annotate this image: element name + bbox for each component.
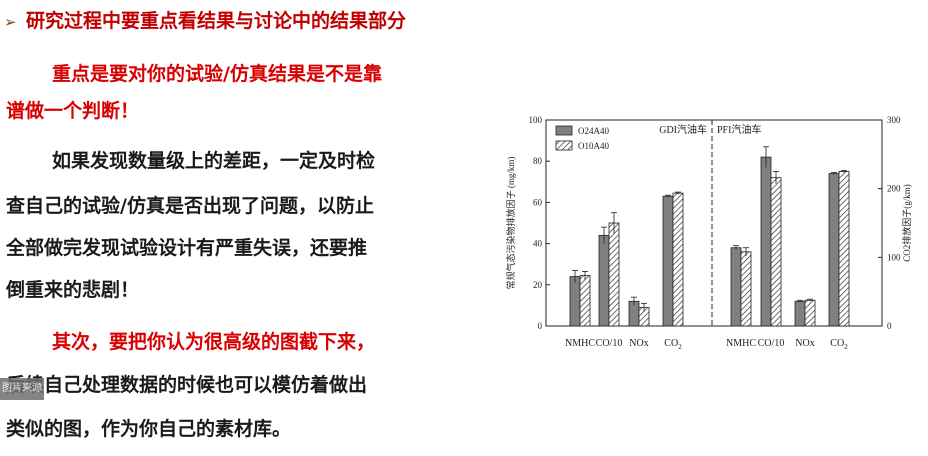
right-axis-title: CO2排放因子(g/km) bbox=[901, 184, 912, 262]
bar-O24A40 bbox=[828, 173, 840, 327]
paragraph-2-line-1: 如果发现数量级上的差距，一定及时检 bbox=[52, 150, 376, 172]
bar-O10A40 bbox=[804, 299, 816, 327]
category-label: NOx bbox=[629, 338, 648, 349]
right-tick-label: 200 bbox=[887, 184, 901, 194]
left-tick-label: 20 bbox=[533, 280, 543, 290]
bar-O10A40 bbox=[838, 171, 850, 327]
bar-O10A40 bbox=[608, 222, 620, 327]
legend-swatch bbox=[555, 140, 573, 151]
slide-heading: ➢ 研究过程中要重点看结果与讨论中的结果部分 bbox=[4, 6, 406, 33]
bar-O10A40 bbox=[740, 251, 752, 327]
bar-O24A40 bbox=[569, 276, 581, 327]
heading-text: 研究过程中要重点看结果与讨论中的结果部分 bbox=[26, 10, 407, 32]
right-tick-label: 100 bbox=[887, 252, 901, 262]
legend-label: O10A40 bbox=[578, 141, 609, 151]
category-label: CO2 bbox=[664, 338, 682, 351]
paragraph-3-line-2: 后续自己处理数据的时候也可以模仿着做出 bbox=[6, 374, 368, 396]
bar-O24A40 bbox=[662, 195, 674, 327]
bar-O24A40 bbox=[730, 247, 742, 327]
left-tick-label: 80 bbox=[533, 156, 543, 166]
bar-O24A40 bbox=[760, 156, 772, 327]
bar-O10A40 bbox=[579, 275, 591, 327]
group-label: PFI汽油车 bbox=[717, 123, 761, 136]
paragraph-2-line-2: 查自己的试验/仿真是否出现了问题，以防止 bbox=[6, 195, 374, 217]
watermark-badge: 图片来源 bbox=[0, 378, 44, 400]
category-label: NMHC bbox=[726, 338, 756, 349]
plot-frame bbox=[545, 119, 883, 327]
right-tick-label: 300 bbox=[887, 115, 901, 125]
left-tick-label: 0 bbox=[538, 321, 543, 331]
paragraph-2-line-3: 全部做完发现试验设计有严重失误，还要推 bbox=[6, 237, 368, 259]
left-tick-label: 100 bbox=[529, 115, 543, 125]
category-label: CO/10 bbox=[758, 338, 785, 349]
paragraph-2-line-4: 倒重来的悲剧！ bbox=[6, 279, 140, 301]
bar-chart: 0 20 40 60 80 100 0 100 200 300 常规气态污染物排放因子 (mg/km… bbox=[505, 115, 912, 351]
bar-O10A40 bbox=[672, 192, 684, 327]
group-label: GDI汽油车 bbox=[659, 123, 707, 136]
bar-O24A40 bbox=[598, 234, 610, 327]
left-axis-title: 常规气态污染物排放因子 (mg/km) bbox=[505, 157, 516, 290]
left-tick-label: 60 bbox=[533, 197, 543, 207]
category-label: NOx bbox=[795, 338, 814, 349]
paragraph-1-line-2: 谱做一个判断！ bbox=[6, 100, 140, 122]
left-tick-label: 40 bbox=[533, 239, 543, 249]
category-label: NMHC bbox=[565, 338, 595, 349]
right-tick-label: 0 bbox=[887, 321, 892, 331]
category-label: CO2 bbox=[830, 338, 848, 351]
legend-label: O24A40 bbox=[578, 126, 609, 136]
paragraph-3-line-3: 类似的图，作为你自己的素材库。 bbox=[6, 418, 292, 440]
paragraph-3-line-1: 其次，要把你认为很高级的图截下来， bbox=[52, 331, 376, 353]
bar-O24A40 bbox=[794, 300, 806, 327]
paragraph-1-line-1: 重点是要对你的试验/仿真结果是不是靠 bbox=[52, 63, 382, 85]
arrow-bullet-icon: ➢ bbox=[4, 13, 17, 31]
bar-O10A40 bbox=[770, 177, 782, 327]
legend-swatch bbox=[555, 125, 573, 136]
category-label: CO/10 bbox=[596, 338, 623, 349]
